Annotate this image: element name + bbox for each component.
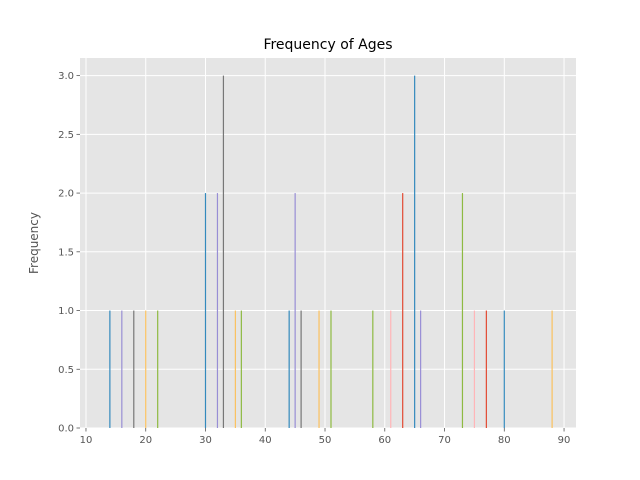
x-tick-label: 10 [80, 435, 93, 446]
bar [294, 193, 296, 428]
y-tick-label: 3.0 [58, 71, 74, 82]
bar [330, 310, 332, 428]
x-tick-label: 70 [438, 435, 451, 446]
bar [222, 75, 225, 428]
x-axis-ticks: 10 20 30 40 50 60 70 80 90 [80, 428, 571, 446]
bar [216, 193, 219, 428]
bar [234, 310, 236, 428]
bar [461, 193, 464, 428]
bar [402, 193, 404, 428]
bar [288, 310, 290, 428]
chart-title: Frequency of Ages [263, 37, 392, 53]
y-tick-label: 2.0 [58, 189, 74, 200]
y-tick-label: 0.0 [58, 424, 74, 435]
bar [133, 310, 135, 428]
x-tick-label: 50 [319, 435, 332, 446]
bar [109, 310, 111, 428]
bar [485, 310, 487, 428]
bars [109, 75, 553, 428]
x-tick-label: 20 [139, 435, 152, 446]
bar [240, 310, 242, 428]
x-tick-label: 90 [558, 435, 571, 446]
bar [121, 310, 123, 428]
bar [300, 310, 302, 428]
x-tick-label: 60 [378, 435, 391, 446]
bar [390, 310, 392, 428]
y-axis-label: Frequency [27, 212, 41, 274]
y-tick-label: 1.5 [58, 247, 74, 258]
y-axis-ticks: 0.0 0.5 1.0 1.5 2.0 2.5 3.0 [58, 71, 80, 435]
y-tick-label: 1.0 [58, 306, 74, 317]
bar [414, 75, 416, 428]
y-tick-label: 0.5 [58, 365, 74, 376]
plot-background [80, 58, 576, 428]
x-tick-label: 40 [259, 435, 272, 446]
x-tick-label: 30 [199, 435, 212, 446]
bar [145, 310, 147, 428]
bar [204, 193, 207, 428]
x-tick-label: 80 [498, 435, 511, 446]
bar [318, 310, 320, 428]
bar [157, 310, 159, 428]
bar [372, 310, 374, 428]
y-tick-label: 2.5 [58, 130, 74, 141]
bar [473, 310, 476, 428]
bar [420, 310, 422, 428]
bar [503, 310, 505, 428]
bar [551, 310, 553, 428]
grid [80, 58, 576, 429]
